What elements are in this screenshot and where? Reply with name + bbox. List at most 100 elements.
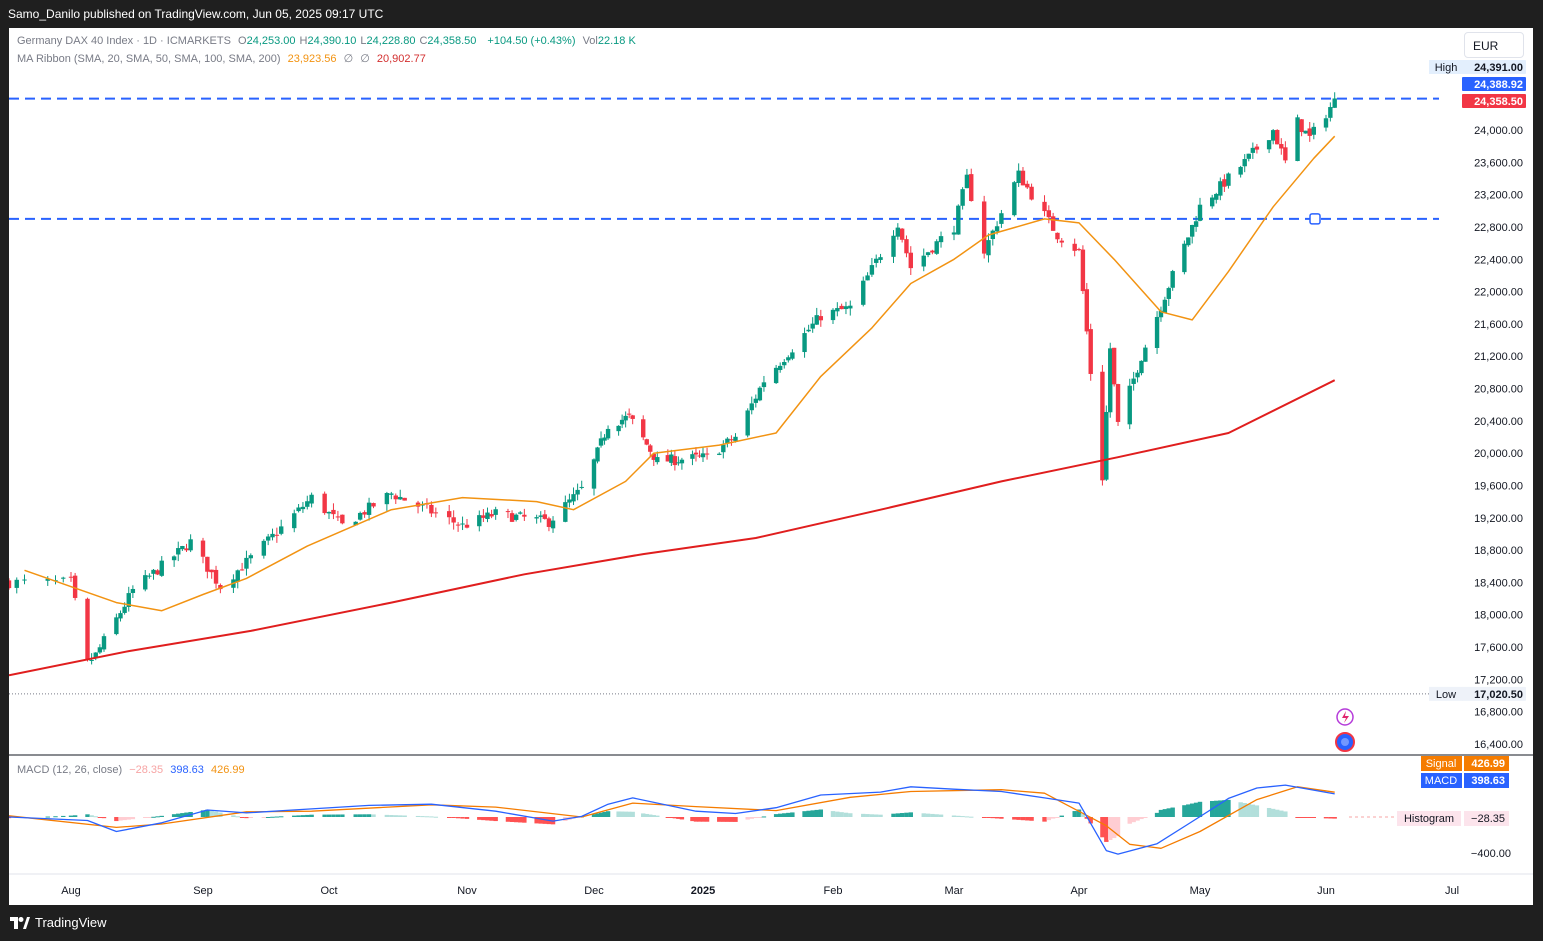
candle-body (630, 415, 635, 419)
candle-body (159, 560, 164, 576)
candle-body (563, 502, 568, 522)
histogram-bar (296, 815, 301, 817)
candle-body (505, 511, 511, 513)
ma-label[interactable]: MA Ribbon (SMA, 20, SMA, 50, SMA, 100, S… (17, 53, 281, 65)
histogram-bar (1166, 808, 1171, 817)
histogram-bar (810, 810, 815, 817)
candle-body (1135, 372, 1140, 378)
chart-canvas[interactable]: 24,000.00 23,600.00 23,200.00 22,800.00 22,4… (9, 28, 1533, 905)
price-tick-label: 20,800.00 (1474, 384, 1523, 396)
histogram-bar (464, 817, 470, 819)
candle-body (218, 584, 223, 590)
histogram-bar (665, 817, 671, 818)
price-tick-label: 23,200.00 (1474, 190, 1523, 202)
candle-body (672, 456, 678, 466)
candle-body (248, 555, 253, 559)
candle-body (835, 308, 840, 312)
histogram-bar (1170, 807, 1175, 817)
candle-body (1012, 182, 1017, 216)
candle-body (239, 569, 245, 571)
histogram-bar (861, 813, 866, 817)
histogram-bar (717, 817, 722, 822)
candle-body (1246, 153, 1251, 159)
candle-body (1303, 130, 1308, 134)
tradingview-logo-icon (10, 916, 30, 929)
histogram-bar (393, 815, 398, 817)
histogram-bar (118, 817, 123, 821)
symbol-label[interactable]: Germany DAX 40 Index · 1D · ICMARKETS (17, 35, 231, 47)
histogram-bar (101, 817, 107, 819)
price-tick-label: 18,000.00 (1474, 610, 1523, 622)
candle-body (1059, 240, 1064, 243)
histogram-bar (1328, 817, 1333, 819)
tradingview-logo[interactable]: TradingView (10, 915, 107, 930)
histogram-bar (209, 810, 214, 817)
histogram-bar (761, 816, 767, 818)
histogram-bar (489, 817, 494, 821)
ohlc-value-l: 24,228.80 (366, 35, 416, 47)
histogram-bar (623, 811, 628, 817)
candle-body (85, 598, 90, 660)
candle-body (1115, 384, 1121, 422)
candle-body (1275, 129, 1280, 145)
candle-body (575, 489, 580, 495)
candle-body (1088, 329, 1093, 374)
chart-panel[interactable]: 24,000.00 23,600.00 23,200.00 22,800.00 22,4… (9, 28, 1533, 905)
candle-body (1072, 243, 1077, 251)
histogram-bar (690, 817, 695, 822)
currency-button[interactable]: EUR (1464, 32, 1524, 58)
macd-legend-hist: −28.35 (129, 764, 164, 776)
histogram-bar (934, 814, 939, 817)
candle-body (389, 493, 394, 495)
histogram-bar (357, 814, 363, 817)
macd-legend-name[interactable]: MACD (12, 26, close) (17, 764, 123, 776)
candle-body (402, 497, 407, 501)
candle-body (591, 459, 597, 489)
macd-legend-signal: 426.99 (210, 764, 245, 776)
candle-body (1328, 107, 1333, 118)
histogram-bar (990, 817, 995, 819)
histogram-bar (1012, 817, 1017, 820)
histogram-bar (1266, 807, 1272, 817)
histogram-bar (155, 816, 160, 818)
candle-body (865, 275, 870, 281)
candle-body (981, 201, 987, 254)
histogram-bar (591, 814, 597, 817)
candle-body (326, 511, 332, 514)
candle-body (1279, 144, 1284, 149)
candle-body (925, 252, 931, 256)
histogram-bar (651, 815, 656, 817)
histogram-bar (424, 816, 430, 818)
histogram-bar (1279, 810, 1284, 817)
candle-body (964, 174, 970, 189)
candle-body (122, 606, 127, 613)
candle-body (1025, 183, 1030, 188)
hist-label-bg (1397, 811, 1461, 826)
histogram-bar (865, 814, 870, 817)
candle-body (331, 509, 336, 515)
candle-body (371, 503, 376, 507)
histogram-bar (745, 817, 750, 820)
histogram-bar (1197, 801, 1203, 817)
candle-body (1131, 378, 1136, 384)
candle-body (644, 439, 649, 445)
macd-legend: MACD (12, 26, close) −28.35 398.63 426.9… (17, 764, 249, 776)
candle-body (648, 445, 653, 452)
candle-body (550, 520, 556, 529)
macd-histogram (9, 799, 1337, 842)
candle-body (571, 494, 576, 502)
histogram-bar (231, 815, 236, 817)
histogram-bar (848, 813, 853, 817)
time-tick-label: Dec (584, 885, 604, 897)
candle-body (335, 516, 341, 518)
candle-body (790, 352, 795, 359)
ohlc-key-l: L (360, 35, 367, 47)
price-tick-label: 19,200.00 (1474, 513, 1523, 525)
histogram-bar (270, 816, 275, 818)
candle-body (393, 495, 398, 500)
histogram-bar (1059, 815, 1064, 817)
candle-body (733, 436, 738, 441)
histogram-bar (1250, 804, 1256, 817)
candle-body (806, 329, 811, 332)
price-tick-label: 17,600.00 (1474, 642, 1523, 654)
